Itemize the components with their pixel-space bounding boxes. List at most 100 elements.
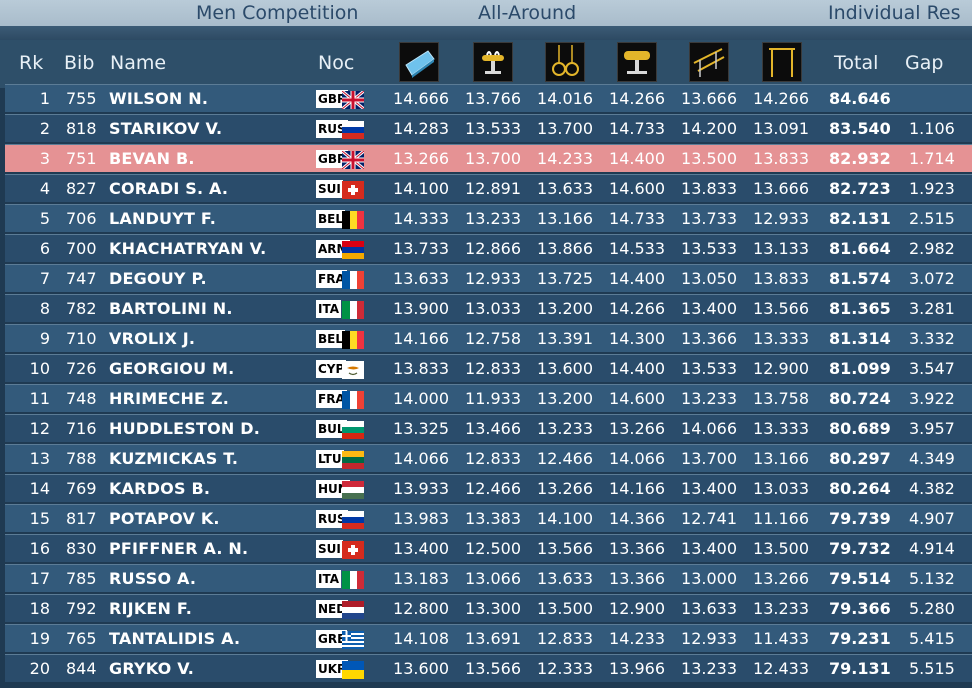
bib-cell: 748 (66, 389, 97, 408)
score-cell: 11.166 (753, 509, 809, 528)
score-cell: 13.633 (681, 599, 737, 618)
score-cell: 13.366 (681, 329, 737, 348)
table-row[interactable]: 11 748 HRIMECHE Z. FRA 14.000 11.933 13.200 14.… (5, 384, 972, 412)
table-row[interactable]: 7 747 DEGOUY P. FRA 13.633 12.933 13.725 14.400… (5, 264, 972, 292)
rank-cell: 14 (29, 479, 50, 498)
gap-cell: 3.957 (909, 419, 955, 438)
athlete-name: BARTOLINI N. (109, 299, 233, 318)
flag-icon (342, 510, 364, 529)
table-row[interactable]: 8 782 BARTOLINI N. ITA 13.900 13.033 13.200 14.… (5, 294, 972, 322)
score-cell: 14.100 (393, 179, 449, 198)
score-cell: 13.266 (609, 419, 665, 438)
table-row[interactable]: 10 726 GEORGIOU M. CYP 13.833 12.833 13.600 14.… (5, 354, 972, 382)
score-cell: 14.733 (609, 209, 665, 228)
table-row[interactable]: 16 830 PFIFFNER A. N. SUI 13.400 12.500 13.566… (5, 534, 972, 562)
total-cell: 81.664 (829, 239, 891, 258)
score-cell: 13.400 (393, 539, 449, 558)
flag-icon (342, 330, 364, 349)
rank-cell: 19 (29, 629, 50, 648)
table-row[interactable]: 12 716 HUDDLESTON D. BUL 13.325 13.466 13.233 1… (5, 414, 972, 442)
score-cell: 13.700 (537, 119, 593, 138)
rank-cell: 18 (29, 599, 50, 618)
table-row[interactable]: 20 844 GRYKO V. UKR 13.600 13.566 12.333 13.966… (5, 654, 972, 682)
noc-cell: RUS (316, 510, 364, 529)
score-cell: 12.833 (537, 629, 593, 648)
bib-cell: 830 (66, 539, 97, 558)
header-total: Total (834, 52, 879, 74)
rank-cell: 6 (39, 239, 50, 258)
table-row[interactable]: 19 765 TANTALIDIS A. GRE 14.108 13.691 12.833 1… (5, 624, 972, 652)
total-cell: 82.932 (829, 149, 891, 168)
score-cell: 13.866 (537, 239, 593, 258)
score-cell: 14.533 (609, 239, 665, 258)
score-cell: 13.325 (393, 419, 449, 438)
score-cell: 13.566 (537, 539, 593, 558)
score-cell: 13.633 (537, 569, 593, 588)
noc-cell: ITA (316, 300, 364, 319)
table-row[interactable]: 5 706 LANDUYT F. BEL 14.333 13.233 13.166 14.73… (5, 204, 972, 232)
score-cell: 14.066 (681, 419, 737, 438)
score-cell: 13.700 (681, 449, 737, 468)
rank-cell: 1 (39, 89, 50, 108)
score-cell: 13.000 (681, 569, 737, 588)
table-row[interactable]: 14 769 KARDOS B. HUN 13.933 12.466 13.266 14.16… (5, 474, 972, 502)
athlete-name: WILSON N. (109, 89, 209, 108)
table-row[interactable]: 17 785 RUSSO A. ITA 13.183 13.066 13.633 13.366… (5, 564, 972, 592)
athlete-name: KARDOS B. (109, 479, 211, 498)
score-cell: 12.433 (753, 659, 809, 678)
score-cell: 12.891 (465, 179, 521, 198)
score-cell: 13.900 (393, 299, 449, 318)
table-row[interactable]: 15 817 POTAPOV K. RUS 13.983 13.383 14.100 14.3… (5, 504, 972, 532)
table-row[interactable]: 1 755 WILSON N. GBR 14.666 13.766 14.016 14.266… (5, 84, 972, 112)
noc-code: ITA (316, 300, 342, 318)
total-cell: 81.314 (829, 329, 891, 348)
total-cell: 81.574 (829, 269, 891, 288)
athlete-name: HUDDLESTON D. (109, 419, 261, 438)
athlete-name: DEGOUY P. (109, 269, 207, 288)
noc-cell: LTU (316, 450, 364, 469)
noc-code: RUS (316, 510, 348, 528)
total-cell: 79.514 (829, 569, 891, 588)
score-cell: 11.433 (753, 629, 809, 648)
noc-code: RUS (316, 120, 348, 138)
table-row[interactable]: 4 827 CORADI S. A. SUI 14.100 12.891 13.633 14.… (5, 174, 972, 202)
title-bar: Men Competition All-Around Individual Re… (0, 0, 972, 26)
table-row[interactable]: 13 788 KUZMICKAS T. LTU 14.066 12.833 12.466 14… (5, 444, 972, 472)
score-cell: 13.091 (753, 119, 809, 138)
bib-cell: 747 (66, 269, 97, 288)
header-name: Name (110, 52, 167, 74)
table-row[interactable]: 2 818 STARIKOV V. RUS 14.283 13.533 13.700 14.7… (5, 114, 972, 142)
rank-cell: 5 (39, 209, 50, 228)
gap-cell: 4.907 (909, 509, 955, 528)
score-cell: 14.400 (609, 359, 665, 378)
score-cell: 13.400 (681, 299, 737, 318)
table-header: Rk Bib Name Noc Total Gap (0, 40, 972, 88)
athlete-name: GEORGIOU M. (109, 359, 235, 378)
noc-cell: RUS (316, 120, 364, 139)
athlete-name: CORADI S. A. (109, 179, 229, 198)
score-cell: 13.533 (681, 359, 737, 378)
score-cell: 14.600 (609, 179, 665, 198)
score-cell: 14.000 (393, 389, 449, 408)
gap-cell: 5.132 (909, 569, 955, 588)
noc-code: ITA (316, 570, 342, 588)
floor-exercise-icon (399, 42, 439, 82)
noc-code: FRA (316, 390, 347, 408)
table-row[interactable]: 6 700 KHACHATRYAN V. ARM 13.733 12.866 13.866 1… (5, 234, 972, 262)
table-row[interactable]: 9 710 VROLIX J. BEL 14.166 12.758 13.391 14.300… (5, 324, 972, 352)
athlete-name: RUSSO A. (109, 569, 197, 588)
flag-icon (342, 390, 364, 409)
round-title: All-Around (478, 2, 577, 24)
table-row[interactable]: 3 751 BEVAN B. GBR 13.266 13.700 14.233 14.400 1… (5, 144, 972, 172)
competition-title: Men Competition (196, 2, 359, 24)
score-cell: 13.233 (753, 599, 809, 618)
table-row[interactable]: 18 792 RIJKEN F. NED 12.800 13.300 13.500 12.90… (5, 594, 972, 622)
score-cell: 13.758 (753, 389, 809, 408)
score-cell: 14.400 (609, 269, 665, 288)
score-cell: 13.383 (465, 509, 521, 528)
score-cell: 12.933 (465, 269, 521, 288)
athlete-name: VROLIX J. (109, 329, 196, 348)
gap-cell: 1.714 (909, 149, 955, 168)
score-cell: 13.566 (753, 299, 809, 318)
score-cell: 13.933 (393, 479, 449, 498)
